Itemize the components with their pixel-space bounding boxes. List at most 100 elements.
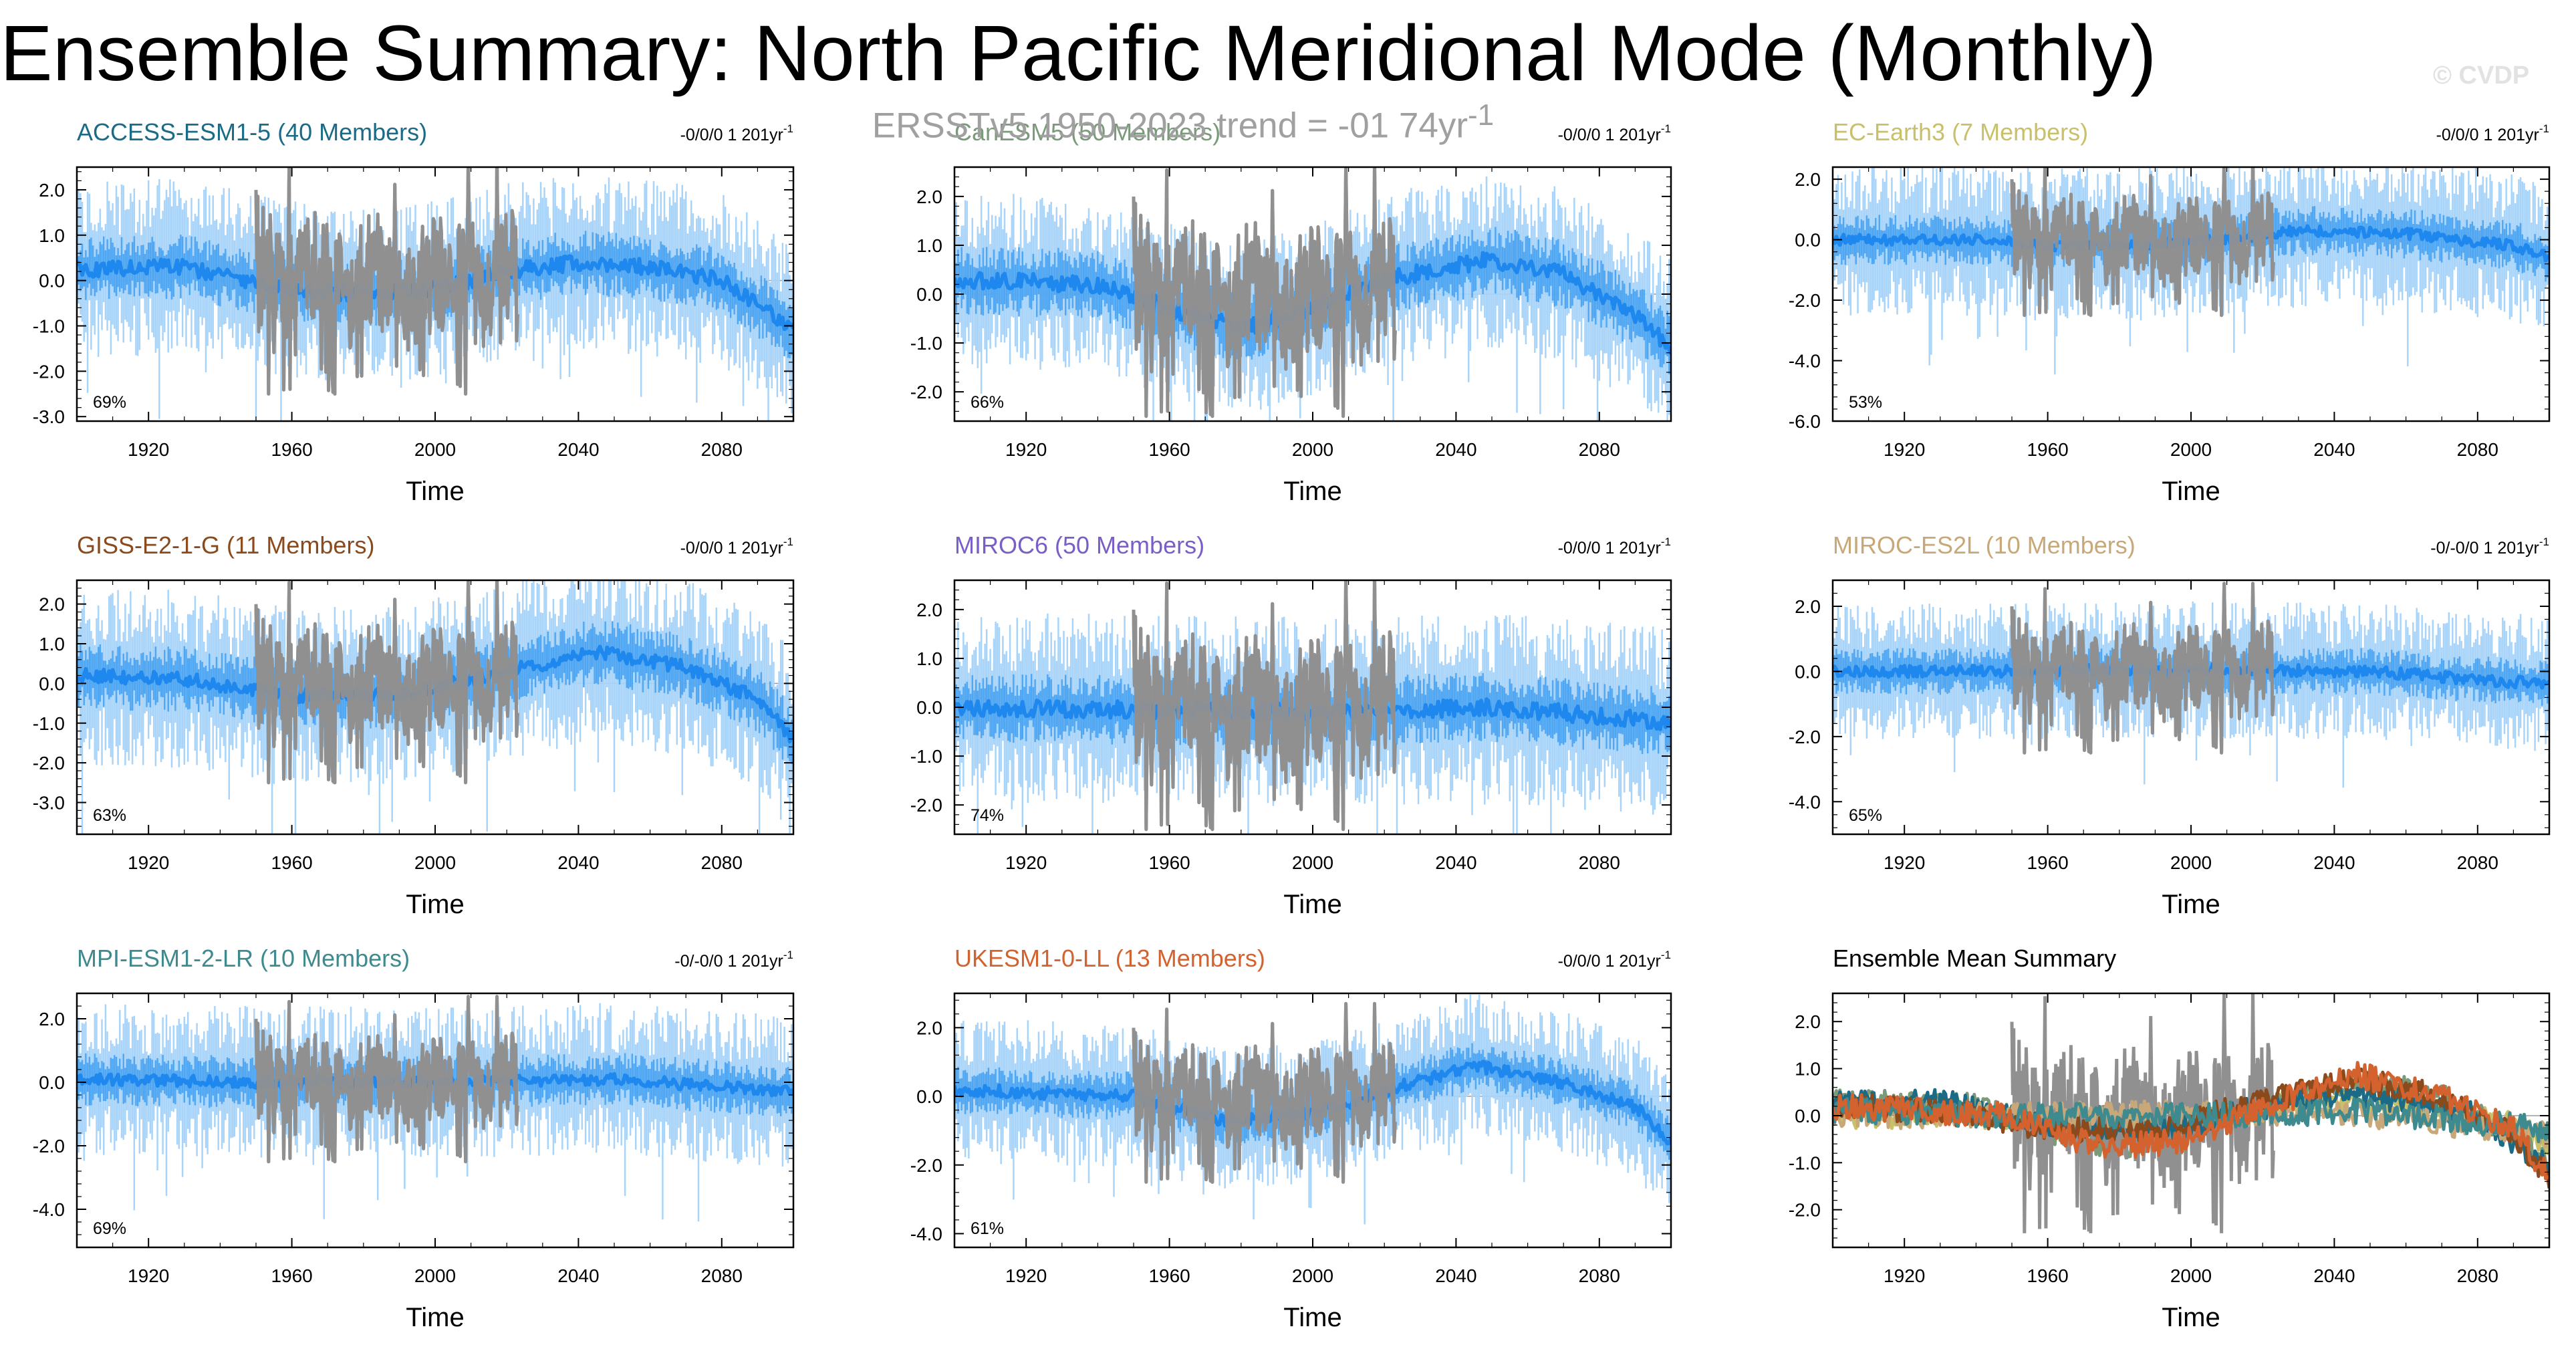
plot-area [77,580,793,834]
x-tick-label: 1920 [1005,439,1047,460]
panel-trend: -0/-0/0 1 201yr-1 [674,949,793,971]
observed-series-overlay [254,167,519,396]
x-axis-label: Time [1283,477,1341,506]
y-tick-label: 2.0 [916,187,942,207]
x-axis-label: Time [2162,890,2220,919]
plot-area [1833,167,2549,375]
x-tick-label: 2080 [1579,439,1620,460]
panel-title: UKESM1-0-LL (13 Members) [954,945,1265,972]
x-tick-label: 1920 [1005,1265,1047,1286]
y-tick-label: 0.0 [39,1072,65,1093]
observed-series-overlay [2010,167,2275,318]
x-tick-label: 2040 [2313,439,2355,460]
panel-mpi-esm1-2-lr: 2.0 0.0 -2.0 -4.0 1920 1960 2000 2040 2080 Time 69… [33,945,795,1332]
x-tick-label: 2080 [701,439,743,460]
x-tick-label: 1960 [2027,852,2068,873]
pattern-correlation-label: 61% [971,1219,1004,1238]
y-tick-label: 2.0 [39,180,65,201]
x-tick-label: 2040 [2313,852,2355,873]
x-tick-label: 1920 [128,852,169,873]
y-tick-label: 2.0 [1795,596,1821,617]
y-tick-label: 1.0 [39,225,65,246]
panel-trend: -0/0/0 1 201yr-1 [1558,122,1671,144]
y-tick-label: -2.0 [1789,290,1821,311]
y-tick-label: -1.0 [33,713,65,734]
panel-giss-e2-1-g: 2.0 1.0 0.0 -1.0 -2.0 -3.0 1920 1960 2000 2040 208… [33,531,795,919]
copyright-watermark: © CVDP [2433,61,2530,90]
y-tick-label: -4.0 [1789,351,1821,372]
panel-trend: -0/0/0 1 201yr-1 [1558,535,1671,558]
observed-series-overlay [2010,582,2275,755]
y-tick-label: -2.0 [33,753,65,773]
x-axis-label: Time [406,890,464,919]
x-tick-label: 1920 [1884,852,1925,873]
y-tick-label: 2.0 [1795,1011,1821,1032]
x-tick-label: 1920 [1884,1265,1925,1286]
plot-area [77,167,793,421]
x-tick-label: 1960 [1148,439,1190,460]
panel-access-esm1-5: 2.0 1.0 0.0 -1.0 -2.0 -3.0 1920 1960 2000 2040 208… [33,118,795,506]
x-tick-label: 2080 [2457,1265,2498,1286]
y-tick-label: 1.0 [1795,1059,1821,1080]
plot-area [954,580,1671,834]
x-tick-label: 1960 [1148,1265,1190,1286]
x-axis-label: Time [1283,1303,1341,1332]
panel-ec-earth3: 2.0 0.0 -2.0 -4.0 -6.0 1920 1960 2000 2040 2080 Ti… [1789,118,2551,506]
observed-trend-subtitle: ERSSTv5 1950-2023 trend = -01 74yr-1 [872,99,1495,146]
panel-trend: -0/-0/0 1 201yr-1 [2430,535,2549,558]
x-tick-label: 1960 [2027,1265,2068,1286]
y-tick-label: -6.0 [1789,411,1821,432]
panel-miroc6: 2.0 1.0 0.0 -1.0 -2.0 1920 1960 2000 2040 2080 Tim… [910,531,1672,919]
panel-title: MIROC6 (50 Members) [954,531,1204,559]
plot-area [1833,993,2549,1233]
x-axis-label: Time [2162,1303,2220,1332]
x-tick-label: 2040 [557,439,599,460]
plot-area [77,995,793,1222]
panel-title: CanESM5 (50 Members) [954,118,1220,146]
y-tick-label: -2.0 [1789,1200,1821,1221]
x-tick-label: 2000 [414,1265,456,1286]
x-tick-label: 2040 [557,852,599,873]
y-tick-label: 0.0 [1795,230,1821,251]
panel-title: ACCESS-ESM1-5 (40 Members) [77,118,427,146]
x-tick-label: 1920 [128,439,169,460]
observed-series-overlay [1132,580,1397,832]
y-tick-label: 2.0 [916,600,942,620]
x-tick-label: 2000 [2170,1265,2212,1286]
pattern-correlation-label: 53% [1849,393,1882,412]
panel-title: GISS-E2-1-G (11 Members) [77,531,374,559]
x-tick-label: 1920 [1005,852,1047,873]
x-tick-label: 2040 [557,1265,599,1286]
x-tick-label: 2040 [1435,852,1476,873]
y-tick-label: 0.0 [916,1086,942,1107]
x-tick-label: 1960 [271,852,312,873]
x-tick-label: 2000 [1292,439,1333,460]
y-tick-label: -2.0 [910,382,942,402]
ensemble-range-outer [77,1003,793,1222]
y-tick-label: 0.0 [916,284,942,305]
y-tick-label: -4.0 [910,1223,942,1244]
plot-area [954,994,1671,1225]
x-tick-label: 2080 [701,1265,743,1286]
observed-series-overlay [1132,1001,1397,1184]
y-tick-label: 2.0 [39,594,65,615]
panel-summary: 2.0 1.0 0.0 -1.0 -2.0 1920 1960 2000 2040 2080 Tim… [1789,945,2551,1332]
x-tick-label: 2000 [414,852,456,873]
y-tick-label: 1.0 [39,634,65,654]
x-tick-label: 2000 [1292,852,1333,873]
y-tick-label: -2.0 [910,1155,942,1176]
x-axis-label: Time [1283,890,1341,919]
panel-title: MPI-ESM1-2-LR (10 Members) [77,945,410,972]
panel-ukesm1-0-ll: 2.0 0.0 -2.0 -4.0 1920 1960 2000 2040 2080 Time 61… [910,945,1672,1332]
plot-area [954,167,1671,421]
panel-title: MIROC-ES2L (10 Members) [1833,531,2136,559]
y-tick-label: 0.0 [916,697,942,718]
y-tick-label: -3.0 [33,406,65,427]
x-tick-label: 2080 [2457,439,2498,460]
pattern-correlation-label: 69% [93,393,126,412]
x-tick-label: 1960 [271,1265,312,1286]
y-tick-label: -2.0 [910,795,942,816]
y-tick-label: 0.0 [39,673,65,694]
panel-title: Ensemble Mean Summary [1833,945,2116,972]
